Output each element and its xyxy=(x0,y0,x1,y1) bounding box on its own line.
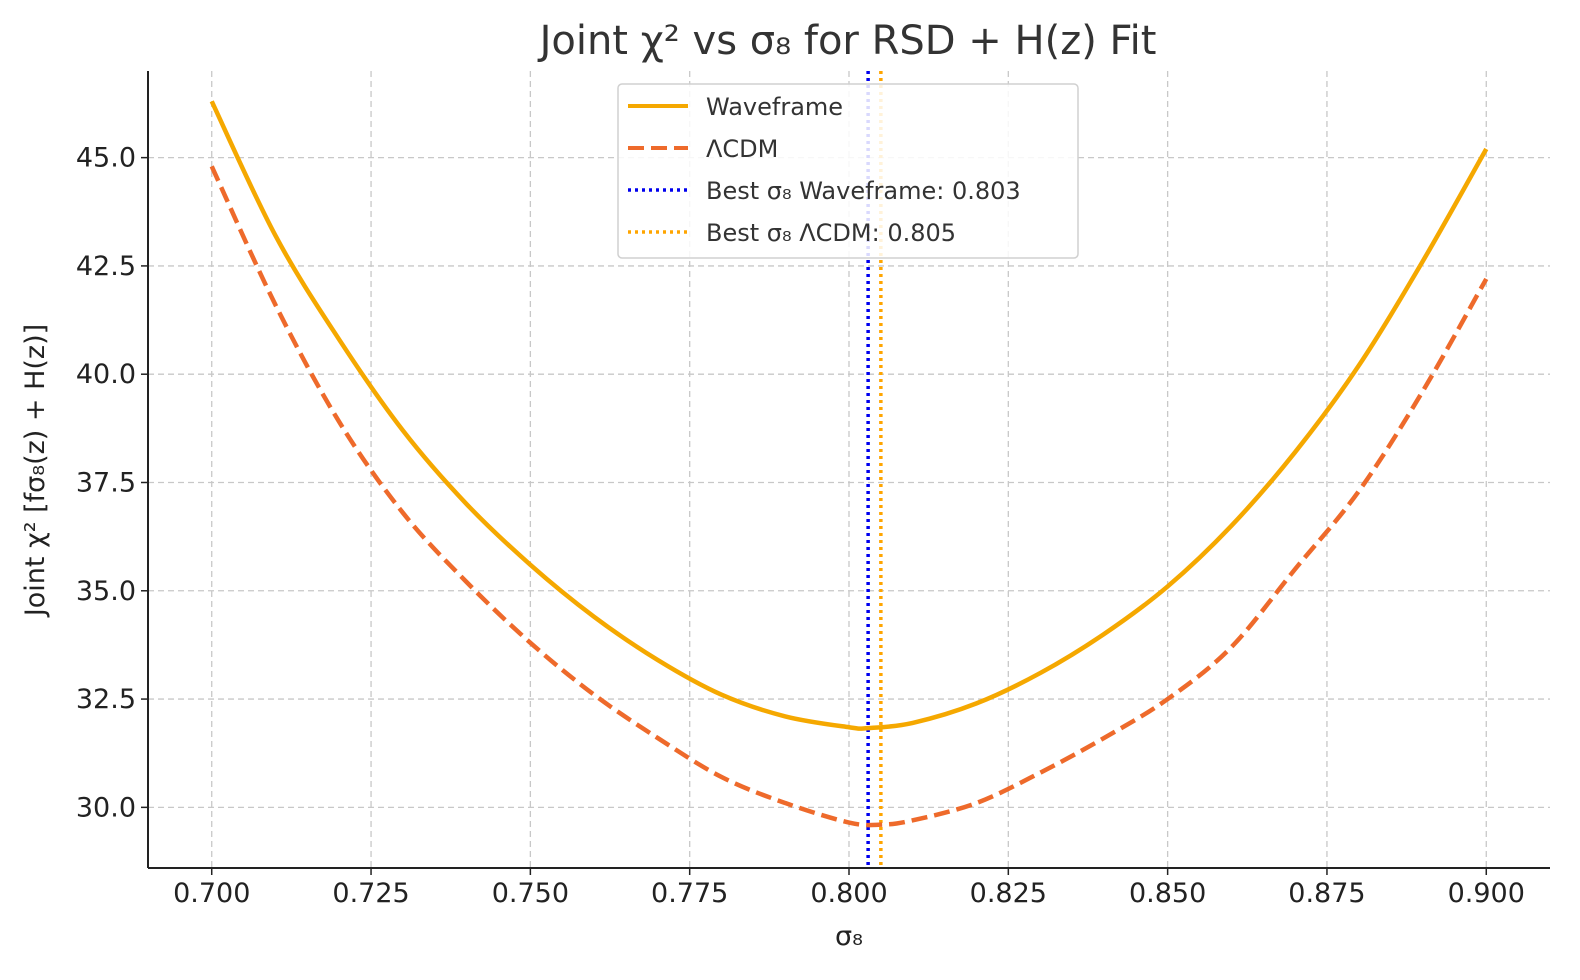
x-tick-label: 0.725 xyxy=(332,878,409,909)
series-lines xyxy=(209,100,1489,828)
y-ticks: 30.0 32.5 35.0 37.5 40.0 42.5 45.0 xyxy=(76,143,148,823)
x-tick-label: 0.825 xyxy=(970,878,1047,909)
legend-box xyxy=(617,83,1079,259)
y-tick-label: 45.0 xyxy=(76,143,136,174)
x-axis-title: σ₈ xyxy=(835,921,863,952)
series-line-lcdm xyxy=(209,165,1489,828)
legend-label-best-waveframe: Best σ₈ Waveframe: 0.803 xyxy=(706,177,1021,205)
legend-label-best-lcdm: Best σ₈ ΛCDM: 0.805 xyxy=(706,219,956,247)
legend-label-waveframe: Waveframe xyxy=(706,93,843,121)
y-tick-label: 37.5 xyxy=(76,467,136,498)
chart-title: Joint χ² vs σ₈ for RSD + H(z) Fit xyxy=(537,18,1157,64)
x-tick-label: 0.875 xyxy=(1288,878,1365,909)
x-tick-label: 0.850 xyxy=(1129,878,1206,909)
series-line-waveframe xyxy=(209,100,1489,731)
y-tick-label: 40.0 xyxy=(76,359,136,390)
y-tick-label: 30.0 xyxy=(76,792,136,823)
x-ticks: 0.700 0.725 0.750 0.775 0.800 0.825 0.850 0.875… xyxy=(173,868,1525,909)
y-tick-label: 35.0 xyxy=(76,576,136,607)
x-tick-label: 0.700 xyxy=(173,878,250,909)
x-tick-label: 0.750 xyxy=(492,878,569,909)
y-tick-label: 32.5 xyxy=(76,684,136,715)
y-tick-label: 42.5 xyxy=(76,251,136,282)
legend: Waveframe ΛCDM Best σ₈ Waveframe: 0.803 … xyxy=(617,83,1079,259)
y-axis-title: Joint χ² [fσ₈(z) + H(z)] xyxy=(20,324,51,618)
x-tick-label: 0.900 xyxy=(1448,878,1525,909)
x-tick-label: 0.800 xyxy=(810,878,887,909)
legend-label-lcdm: ΛCDM xyxy=(706,135,778,163)
x-tick-label: 0.775 xyxy=(651,878,728,909)
